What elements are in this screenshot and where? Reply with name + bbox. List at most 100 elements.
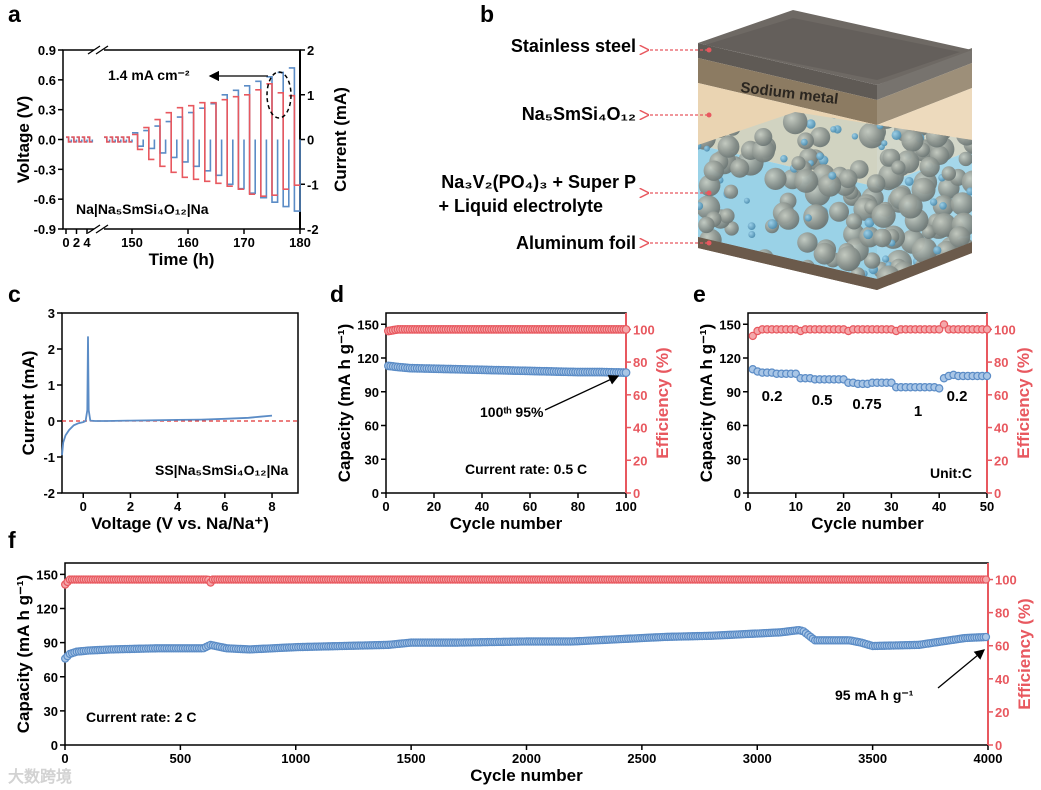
- y-axis-label: Capacity (mA h g⁻¹): [14, 575, 33, 734]
- layer-pointer-dot: [706, 47, 712, 53]
- liquid-electrolyte-overlay: [698, 112, 972, 279]
- y-tick-label: 0: [372, 486, 379, 501]
- x-tick-label: 40: [475, 499, 489, 514]
- carbon-particle: [916, 273, 926, 279]
- y-tick-label: 60: [727, 419, 741, 434]
- voltage-series-line: [66, 83, 300, 197]
- carbon-particle: [767, 219, 778, 230]
- nvp-particle: [961, 170, 972, 194]
- nvp-particle: [891, 160, 906, 175]
- axis-break-mark: [95, 224, 109, 234]
- nvp-particle: [829, 201, 849, 222]
- current-rate-label: Current rate: 0.5 C: [465, 461, 587, 477]
- c-rate-label: 0.75: [852, 396, 881, 413]
- y-tick-label: 0.6: [38, 73, 56, 88]
- nvp-particle: [871, 203, 896, 228]
- y2-tick-label: -2: [307, 222, 319, 237]
- nvp-particle: [898, 194, 923, 219]
- x-axis-label: Cycle number: [470, 766, 583, 785]
- watermark: 大数跨境: [8, 767, 72, 786]
- nvp-particle: [813, 242, 836, 265]
- y2-axis-label: Efficiency (%): [653, 347, 672, 458]
- nvp-particle: [941, 166, 956, 181]
- electrolyte-layer-front: [698, 83, 877, 187]
- y2-tick-label: 100: [633, 322, 655, 337]
- electrolyte-label: Na₅SmSi₄O₁₂: [522, 104, 636, 124]
- c-rate-label: 1: [914, 403, 922, 420]
- y2-tick-label: 20: [633, 453, 647, 468]
- x-tick-label: 0: [62, 235, 69, 250]
- x-axis-label: Cycle number: [450, 514, 563, 533]
- efficiency-point: [982, 325, 992, 334]
- y-tick-label: 90: [365, 385, 379, 400]
- y2-tick-label: 80: [633, 355, 647, 370]
- capacity-point: [982, 371, 992, 381]
- carbon-particle: [881, 140, 888, 147]
- axis-break-gap: [94, 46, 104, 54]
- y-tick-label: 30: [44, 704, 58, 719]
- y-tick-label: 150: [719, 317, 741, 332]
- layer-pointer-dot: [706, 240, 712, 246]
- axis-break-mark: [87, 224, 101, 234]
- nvp-particle: [730, 158, 750, 178]
- x-tick-label: 80: [571, 499, 585, 514]
- y-tick-label: 90: [727, 385, 741, 400]
- x-tick-label: 2500: [627, 751, 656, 766]
- nvp-particle: [863, 252, 881, 269]
- current-density-annotation: 1.4 mA cm⁻²: [108, 67, 190, 83]
- nvp-particle: [911, 237, 938, 264]
- carbon-particle: [804, 214, 812, 222]
- axis-break-gap: [94, 225, 104, 233]
- nvp-particle: [794, 169, 819, 193]
- x-tick-label: 0: [80, 499, 87, 514]
- nvp-particle: [919, 156, 940, 178]
- y2-axis-label: Efficiency (%): [1014, 347, 1033, 458]
- y2-tick-label: 60: [994, 388, 1008, 403]
- x-tick-label: 500: [170, 751, 192, 766]
- y2-tick-label: 1: [307, 88, 314, 103]
- x-tick-label: 40: [932, 499, 946, 514]
- axis-break-mark: [87, 45, 101, 55]
- x-tick-label: 2: [73, 235, 80, 250]
- y-tick-label: 0: [734, 486, 741, 501]
- x-axis-label: Cycle number: [811, 514, 924, 533]
- y2-tick-label: 0: [633, 486, 640, 501]
- nvp-particle: [866, 174, 886, 193]
- nvp-particle: [901, 129, 924, 152]
- efficiency-point: [621, 324, 631, 334]
- x-tick-label: 180: [289, 235, 311, 250]
- stainless-steel-label: Stainless steel: [511, 36, 636, 56]
- x-tick-label: 30: [884, 499, 898, 514]
- panel-label-c: c: [8, 281, 21, 307]
- nvp-particle: [782, 112, 808, 135]
- y-axis-label: Capacity (mA h g⁻¹): [335, 324, 354, 483]
- carbon-particle: [800, 138, 808, 146]
- x-axis-label: Voltage (V vs. Na/Na⁺): [91, 514, 269, 533]
- x-tick-label: 10: [789, 499, 803, 514]
- y-tick-label: 0: [48, 414, 55, 429]
- carbon-particle: [698, 265, 699, 273]
- y-tick-label: 0.0: [38, 133, 56, 148]
- stainless-steel-top-shade: [705, 18, 960, 80]
- panel-e-axes: 0 10 20 30 40 500306090120150020406080100Effi…: [697, 312, 1033, 533]
- annotation-arrow: [937, 649, 986, 689]
- nvp-particle: [797, 232, 818, 253]
- carbon-particle: [929, 198, 938, 206]
- cathode-label-line1: Na₃V₂(PO₄)₃ + Super P: [441, 172, 636, 192]
- cell-configuration-label: Na|Na₅SmSi₄O₁₂|Na: [76, 201, 209, 217]
- y-tick-label: 120: [36, 602, 58, 617]
- x-tick-label: 1500: [397, 751, 426, 766]
- nvp-particle: [958, 151, 972, 167]
- y-tick-label: 0: [51, 738, 58, 753]
- panel-a-axes: 0 2 4 150 160 170 180-0.9-0.6-0.30.00.30.60.9-…: [14, 43, 350, 269]
- nvp-particle: [948, 226, 971, 248]
- y-tick-label: 2: [48, 342, 55, 357]
- x-tick-label: 2: [127, 499, 134, 514]
- carbon-particle: [882, 255, 890, 263]
- x-tick-label: 4: [83, 235, 91, 250]
- panel-label-b: b: [480, 1, 494, 27]
- efficiency-point: [939, 320, 949, 329]
- x-tick-label: 20: [836, 499, 850, 514]
- x-tick-label: 0: [744, 499, 751, 514]
